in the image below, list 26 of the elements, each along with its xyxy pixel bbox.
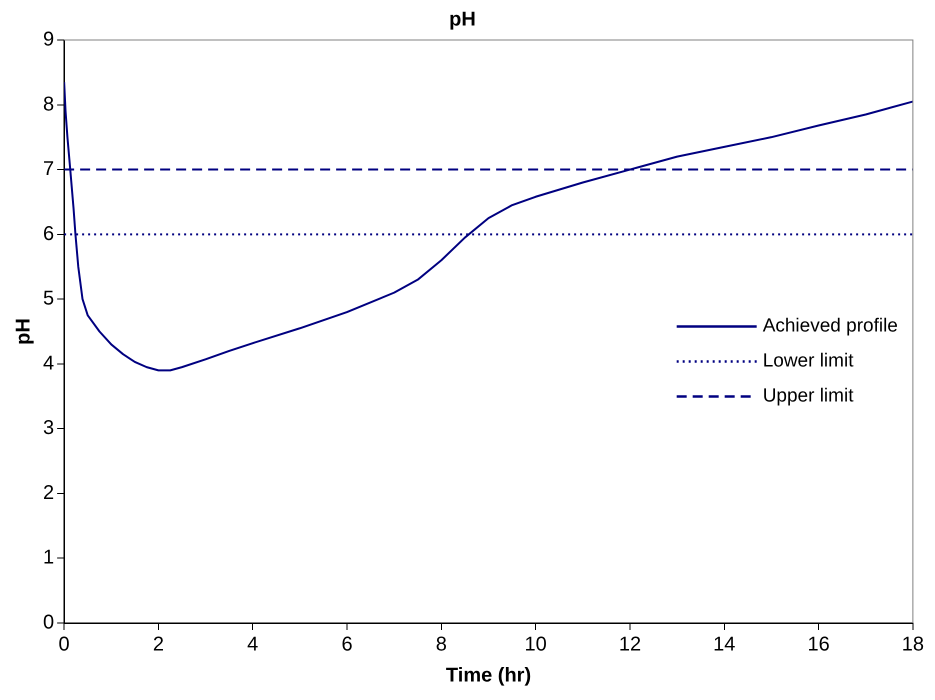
x-tick-label: 0 [58,634,70,656]
y-tick-label: 8 [43,93,54,116]
y-tick-label: 7 [43,158,54,180]
x-tick-label: 2 [152,634,164,656]
x-tick-label: 8 [436,634,447,656]
y-tick-label: 2 [43,482,54,504]
y-tick-label: 1 [43,546,54,569]
y-axis-title: pH [12,318,35,345]
legend-label: Lower limit [762,350,854,372]
y-tick-label: 3 [43,417,54,440]
y-tick-label: 6 [43,222,54,245]
x-axis-title: Time (hr) [446,664,532,687]
y-tick-label: 5 [43,288,54,310]
y-tick-label: 9 [43,28,54,51]
y-tick-label: 4 [43,352,54,374]
x-tick-label: 16 [807,634,830,656]
x-tick-label: 14 [713,634,736,656]
legend-label: Upper limit [762,386,854,407]
x-tick-label: 18 [902,634,924,656]
x-tick-label: 12 [618,634,642,656]
y-tick-label: 0 [43,612,54,634]
chart-title: pH [449,8,476,31]
x-tick-label: 4 [247,634,258,656]
legend-label: Achieved profile [762,316,898,337]
x-tick-label: 10 [524,634,547,656]
x-tick-label: 6 [341,634,353,656]
